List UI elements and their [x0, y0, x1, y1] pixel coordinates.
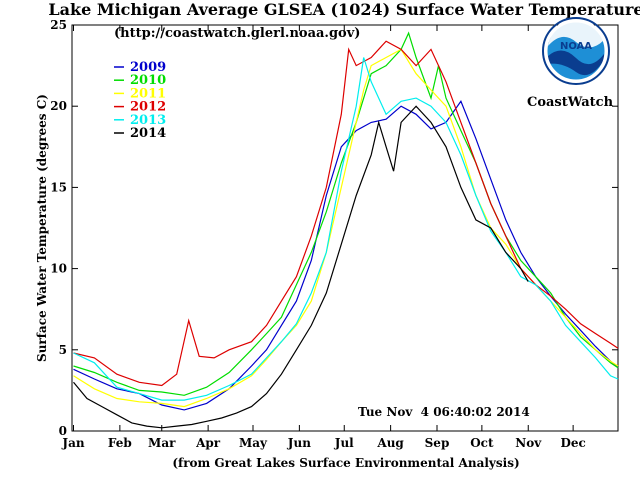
series-line-2009 — [73, 100, 619, 411]
x-tick-label: Apr — [195, 436, 221, 450]
y-tick-label: 0 — [59, 424, 67, 438]
series-line-2013 — [73, 57, 619, 401]
legend-label-2010: 2010 — [130, 73, 166, 88]
x-tick-label: Sep — [425, 436, 450, 450]
series-line-2010 — [73, 31, 619, 396]
x-tick-label: Jun — [287, 436, 311, 450]
timestamp: Tue Nov 4 06:40:02 2014 — [358, 405, 530, 419]
legend-label-2012: 2012 — [130, 100, 166, 115]
noaa-logo: NOAA — [542, 17, 610, 85]
y-tick-label: 15 — [50, 180, 67, 194]
x-axis-label: (from Great Lakes Surface Environmental … — [172, 456, 519, 470]
x-tick-label: Jan — [61, 436, 84, 450]
x-tick-label: Jul — [334, 436, 354, 450]
y-tick-label: 20 — [50, 99, 67, 113]
x-tick-label: Nov — [515, 436, 542, 450]
plot-frame — [71, 24, 619, 432]
x-tick-label: May — [239, 436, 268, 450]
chart-title: Lake Michigan Average GLSEA (1024) Surfa… — [48, 0, 640, 19]
y-tick-label: 25 — [50, 18, 67, 32]
y-tick-label: 5 — [59, 343, 67, 357]
x-tick-label: Dec — [560, 436, 585, 450]
legend-label-2013: 2013 — [130, 113, 166, 128]
legend-label-2009: 2009 — [130, 60, 166, 75]
x-tick-label: Oct — [470, 436, 494, 450]
x-tick-label: Feb — [108, 436, 132, 450]
x-tick-label: Mar — [148, 436, 176, 450]
plot-area: 0 5 10 15 20 25 Jan Feb Mar Apr May Jun Jul Aug Sep Oct… — [50, 18, 619, 450]
y-axis-label: Surface Water Temperature (degrees C) — [35, 94, 49, 362]
chart-subtitle-url[interactable]: (http://coastwatch.glerl.noaa.gov) — [114, 26, 360, 41]
y-tick-label: 10 — [50, 262, 67, 276]
noaa-logo-text: NOAA — [560, 41, 592, 52]
x-tick-label: Aug — [376, 436, 404, 450]
legend-label-2014: 2014 — [130, 126, 166, 141]
series-lines — [73, 31, 619, 429]
legend-label-2011: 2011 — [130, 86, 166, 101]
series-line-2014 — [73, 105, 529, 429]
coastwatch-caption: CoastWatch — [527, 95, 614, 110]
